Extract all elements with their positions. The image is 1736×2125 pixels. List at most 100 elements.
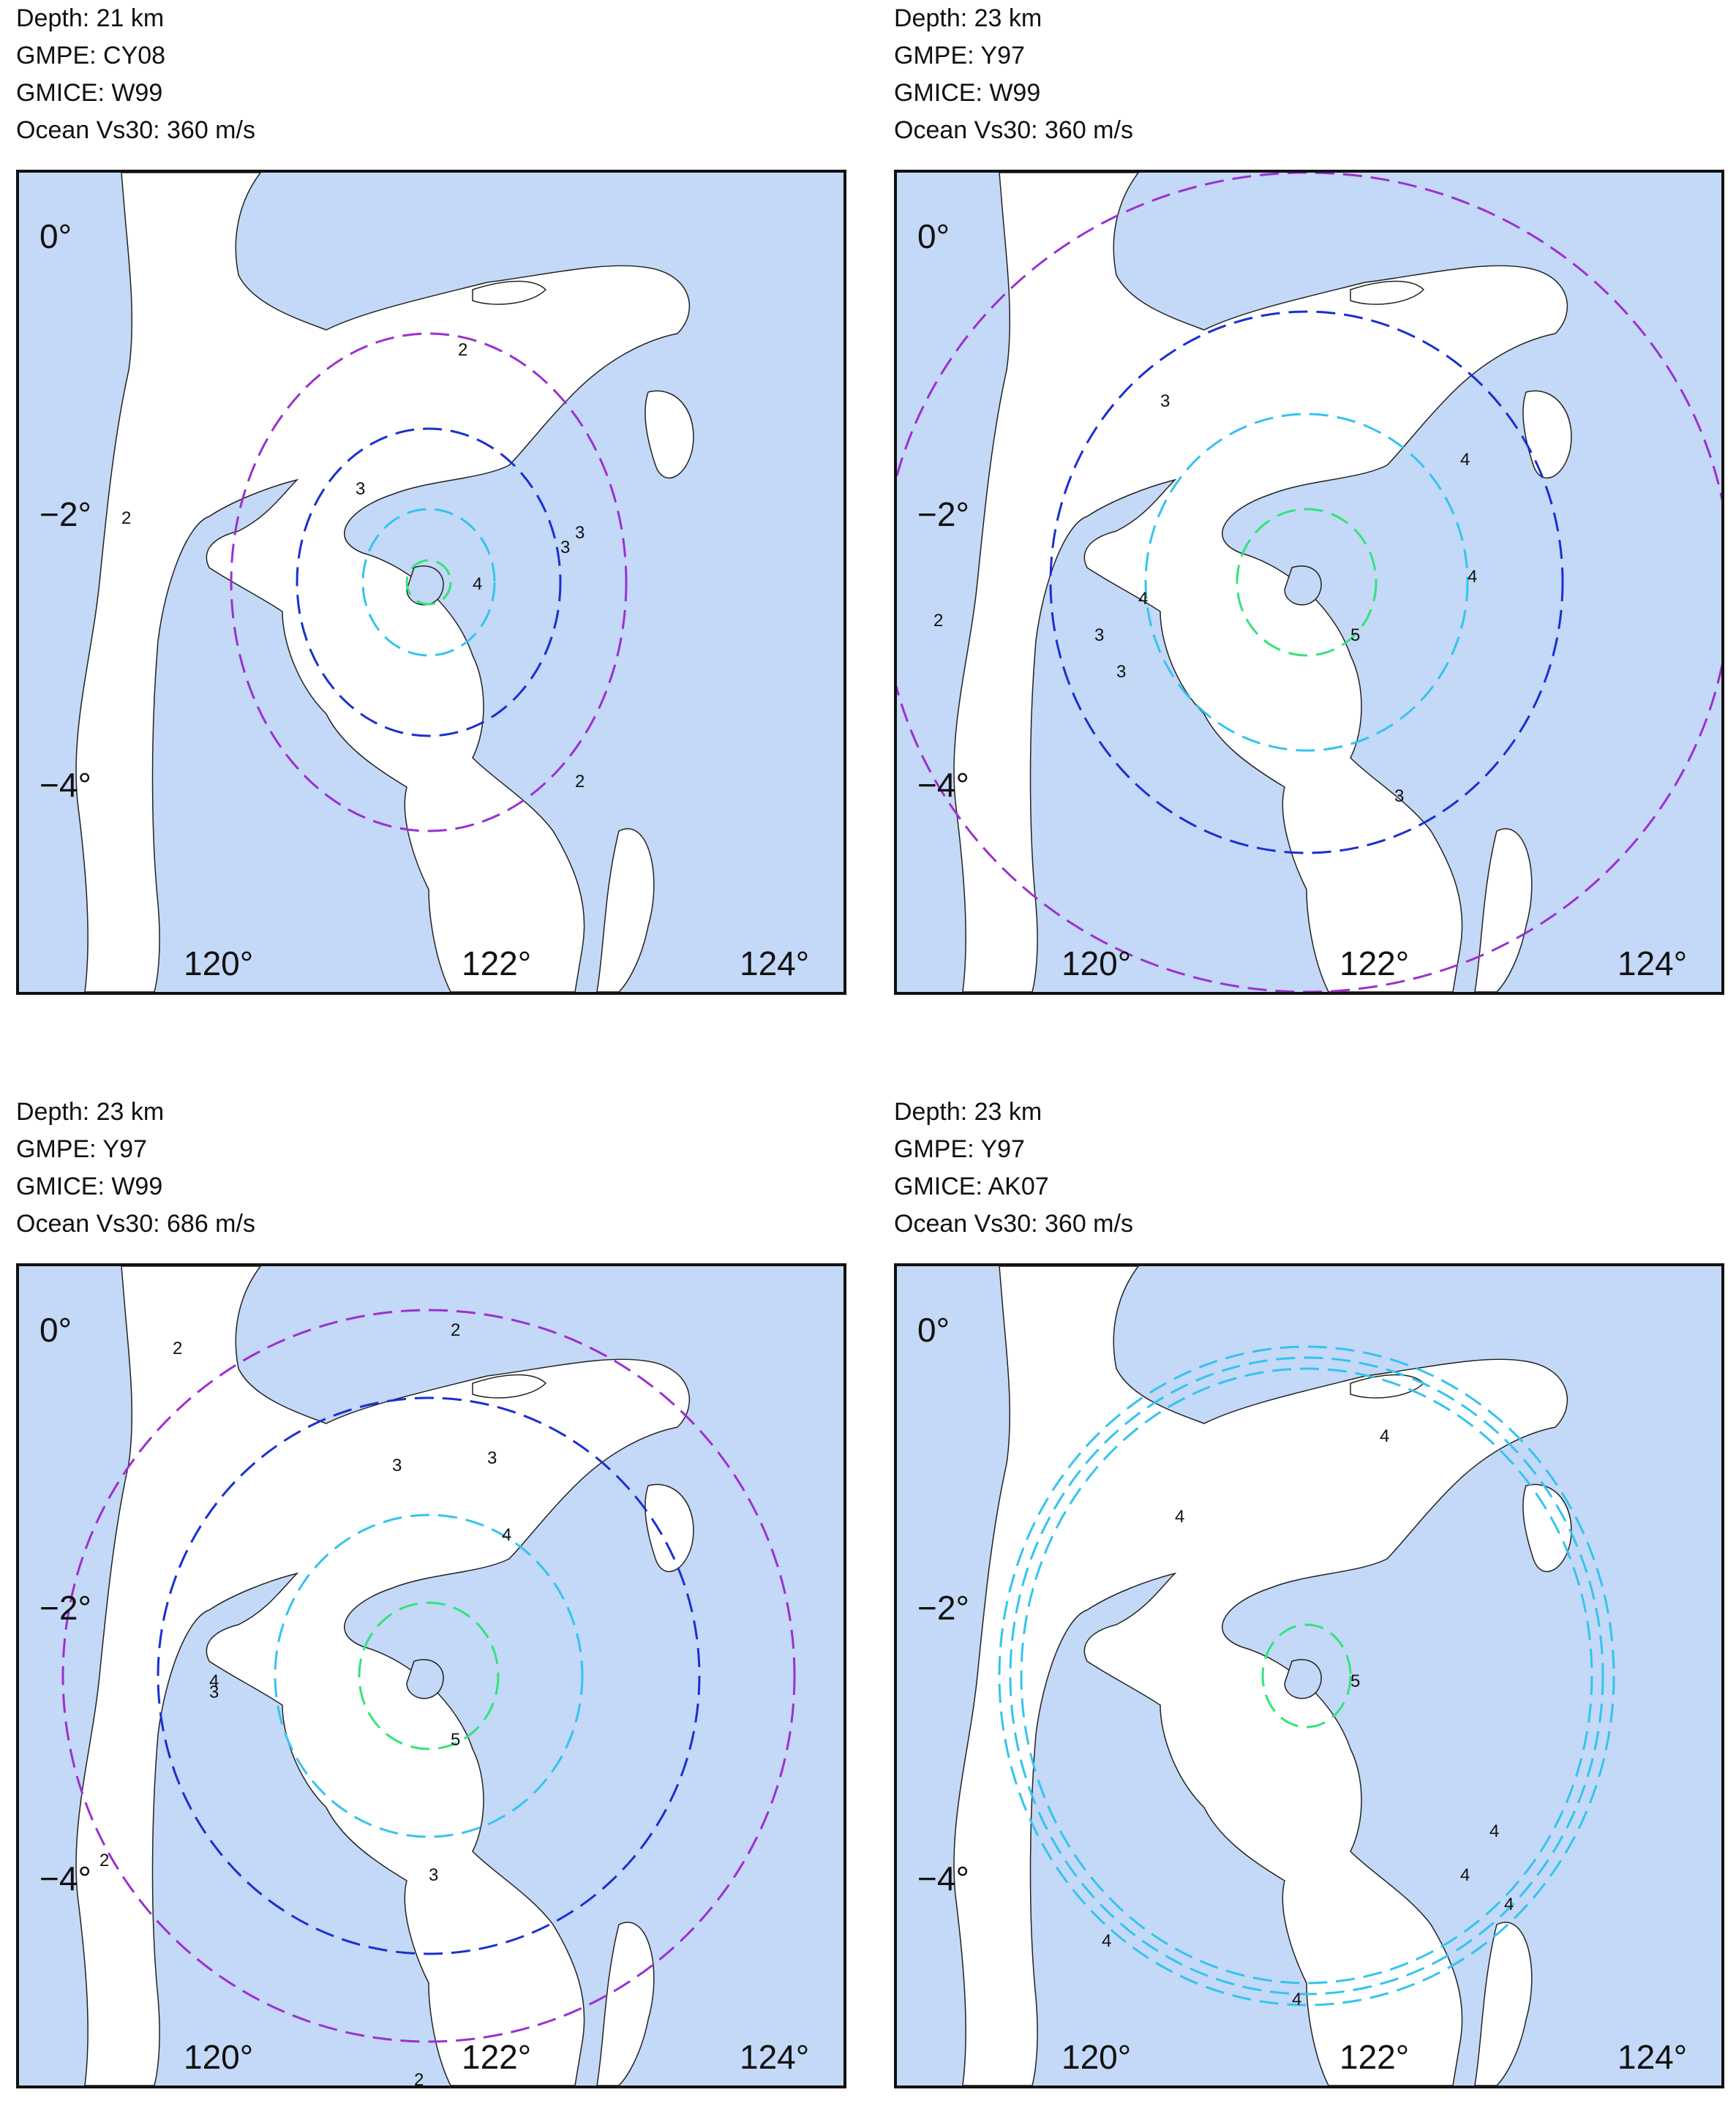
lat-label: −4° — [40, 1859, 91, 1898]
panel-metadata: Depth: 23 km GMPE: Y97 GMICE: W99 Ocean … — [894, 0, 1133, 149]
intensity-contour — [1236, 508, 1378, 657]
lat-label: −2° — [917, 1589, 969, 1627]
gmpe-text: GMPE: Y97 — [894, 1135, 1025, 1163]
contour-label: 4 — [1468, 567, 1477, 587]
gmice-text: GMICE: W99 — [16, 79, 163, 107]
land-island-east — [645, 1483, 694, 1573]
contour-label: 4 — [1460, 450, 1470, 470]
contour-label: 3 — [1094, 625, 1104, 645]
land-island-ne — [1350, 280, 1425, 305]
lon-label: 122° — [1339, 2038, 1410, 2076]
depth-text: Depth: 23 km — [894, 1098, 1042, 1126]
contour-label: 3 — [356, 479, 365, 499]
ocean-vs30-text: Ocean Vs30: 686 m/s — [16, 1210, 255, 1238]
land-island-east — [645, 390, 694, 479]
contour-label: 5 — [1350, 625, 1360, 645]
lat-label: 0° — [40, 1311, 72, 1349]
ocean-vs30-text: Ocean Vs30: 360 m/s — [894, 1210, 1133, 1238]
map-panel: Depth: 23 km GMPE: Y97 GMICE: W99 Ocean … — [16, 1094, 861, 2125]
land-sulawesi — [953, 173, 1568, 992]
contour-label: 4 — [473, 574, 482, 594]
contour-label: 4 — [1175, 1507, 1184, 1527]
contour-label: 4 — [1102, 1931, 1111, 1951]
lake — [1284, 1659, 1322, 1699]
intensity-contour — [296, 427, 562, 737]
intensity-contour — [361, 508, 496, 657]
land-island-se — [596, 828, 655, 992]
lon-label: 124° — [1617, 944, 1688, 982]
intensity-contour — [1144, 413, 1469, 752]
panel-metadata: Depth: 21 km GMPE: CY08 GMICE: W99 Ocean… — [16, 0, 255, 149]
intensity-contour — [405, 559, 452, 606]
lat-label: −4° — [917, 766, 969, 804]
land-sulawesi — [953, 1266, 1568, 2085]
land-island-se — [1474, 1922, 1533, 2085]
intensity-contour — [897, 173, 1721, 992]
intensity-contour — [230, 332, 628, 832]
lon-label: 124° — [740, 2038, 810, 2076]
contour-label: 4 — [1292, 1990, 1301, 2009]
gmice-text: GMICE: W99 — [16, 1173, 163, 1200]
lake — [1284, 565, 1322, 606]
contour-label: 5 — [451, 1730, 460, 1750]
lon-label: 122° — [462, 2038, 532, 2076]
contour-label: 2 — [173, 1339, 182, 1358]
contour-label: 4 — [209, 1671, 219, 1691]
depth-text: Depth: 23 km — [16, 1098, 165, 1126]
contour-label: 3 — [1394, 786, 1404, 806]
land-island-ne — [472, 1374, 547, 1399]
contour-label: 2 — [458, 340, 467, 360]
map-canvas — [75, 1266, 694, 2085]
contour-label: 3 — [392, 1456, 402, 1475]
land-sulawesi — [75, 173, 691, 992]
contour-label: 4 — [1380, 1426, 1389, 1446]
lon-label: 120° — [184, 944, 254, 982]
contour-label: 4 — [1504, 1895, 1514, 1914]
lat-label: −2° — [40, 1589, 91, 1627]
contour-label: 3 — [209, 1682, 219, 1702]
contour-label: 4 — [1489, 1821, 1499, 1841]
intensity-contour — [1009, 1356, 1604, 1996]
contour-label: 3 — [1116, 662, 1126, 682]
land-island-east — [1522, 1483, 1572, 1573]
map-canvas — [953, 1266, 1572, 2085]
gmpe-text: GMPE: Y97 — [16, 1135, 147, 1163]
map-frame: 4 4 4 4 4 4 4 5 0° −2° −4° 120° 122° 124° — [894, 1263, 1724, 2088]
lon-label: 124° — [1617, 2038, 1688, 2076]
land-island-ne — [472, 280, 547, 305]
gmpe-text: GMPE: CY08 — [16, 42, 166, 69]
contour-label: 3 — [560, 538, 570, 557]
contour-label: 2 — [575, 772, 585, 791]
map-canvas — [75, 173, 694, 992]
contour-label: 2 — [121, 508, 131, 528]
map-canvas — [953, 173, 1572, 992]
lon-label: 120° — [1061, 2038, 1132, 2076]
intensity-contour — [274, 1513, 584, 1838]
lake — [406, 1659, 444, 1699]
intensity-contour — [998, 1345, 1615, 2006]
lake — [406, 565, 444, 606]
lon-label: 124° — [740, 944, 810, 982]
contour-label: 2 — [414, 2070, 424, 2085]
gmpe-text: GMPE: Y97 — [894, 42, 1025, 69]
depth-text: Depth: 21 km — [16, 4, 165, 32]
lat-label: −2° — [917, 495, 969, 533]
map-panel: Depth: 23 km GMPE: Y97 GMICE: W99 Ocean … — [894, 0, 1736, 1031]
lat-label: −2° — [40, 495, 91, 533]
lon-label: 120° — [1061, 944, 1132, 982]
lat-label: 0° — [40, 217, 72, 255]
panel-metadata: Depth: 23 km GMPE: Y97 GMICE: W99 Ocean … — [16, 1094, 255, 1243]
land-sulawesi — [75, 1266, 691, 2085]
land-island-se — [596, 1922, 655, 2085]
contour-label: 2 — [451, 1320, 460, 1340]
panel-metadata: Depth: 23 km GMPE: Y97 GMICE: AK07 Ocean… — [894, 1094, 1133, 1243]
lon-label: 120° — [184, 2038, 254, 2076]
map-panel: Depth: 23 km GMPE: Y97 GMICE: AK07 Ocean… — [894, 1094, 1736, 2125]
lat-label: −4° — [40, 766, 91, 804]
contour-label: 4 — [1138, 589, 1148, 609]
land-island-se — [1474, 828, 1533, 992]
ocean-vs30-text: Ocean Vs30: 360 m/s — [16, 116, 255, 144]
